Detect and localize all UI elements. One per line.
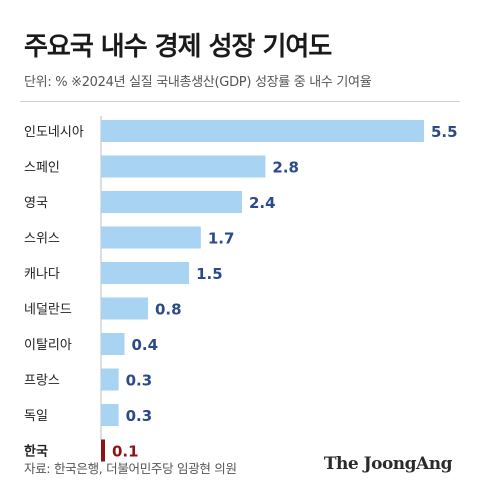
bar-r0 — [101, 120, 424, 142]
bar-r7 — [101, 368, 119, 391]
category-label-r4: 캐나다 — [24, 267, 60, 282]
bar-r2 — [101, 191, 242, 213]
value-label-r3: 1.7 — [208, 230, 235, 248]
category-label-r1: 스페인 — [24, 161, 60, 176]
chart-title: 주요국 내수 경제 성장 기여도 — [24, 32, 332, 62]
category-label-r5: 네덜란드 — [24, 303, 72, 318]
chart-subtitle: 단위: % ※2024년 실질 국내총생산(GDP) 성장률 중 내수 기여율 — [24, 75, 372, 90]
header-divider — [20, 101, 460, 102]
bar-r5 — [101, 297, 148, 320]
bar-r8 — [101, 404, 119, 426]
category-label-r7: 프랑스 — [24, 374, 60, 389]
value-label-r1: 2.8 — [272, 159, 299, 177]
bar-r1 — [101, 155, 266, 178]
bar-r3 — [101, 226, 201, 249]
brand-logo: The JoongAng — [323, 454, 453, 474]
category-label-r9: 한국 — [24, 444, 48, 460]
value-label-r8: 0.3 — [126, 407, 153, 425]
value-label-r6: 0.4 — [131, 336, 158, 354]
value-label-r0: 5.5 — [431, 123, 458, 141]
bar-r4 — [101, 262, 190, 284]
value-label-r2: 2.4 — [249, 194, 276, 212]
bar-r9 — [101, 439, 105, 462]
category-label-r0: 인도네시아 — [24, 125, 84, 140]
bar-r6 — [101, 333, 125, 355]
value-label-r9: 0.1 — [112, 443, 139, 461]
value-label-r5: 0.8 — [155, 301, 182, 319]
source-note: 자료: 한국은행, 더불어민주당 임광현 의원 — [24, 461, 237, 476]
category-label-r8: 독일 — [24, 409, 48, 424]
category-label-r2: 영국 — [24, 196, 48, 211]
value-label-r4: 1.5 — [196, 265, 223, 283]
value-label-r7: 0.3 — [126, 372, 153, 390]
category-label-r6: 이탈리아 — [24, 338, 72, 353]
category-label-r3: 스위스 — [24, 232, 60, 247]
